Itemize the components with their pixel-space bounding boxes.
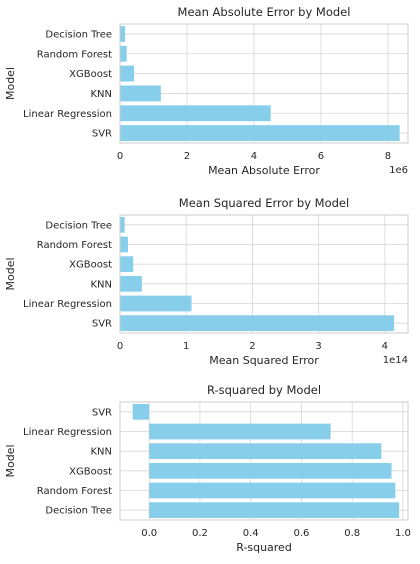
bar-decision-tree xyxy=(120,25,126,42)
bar-random-forest xyxy=(149,482,396,499)
x-tick-label: 8 xyxy=(385,151,391,162)
y-tick-label: SVR xyxy=(92,129,112,140)
bar-decision-tree xyxy=(149,502,400,519)
y-tick-label: XGBoost xyxy=(69,260,112,271)
x-tick-label: 0.8 xyxy=(344,528,360,539)
bar-knn xyxy=(120,275,142,292)
x-tick-label: 4 xyxy=(382,341,388,352)
y-tick-label: Random Forest xyxy=(37,49,112,60)
x-axis-label: Mean Squared Error xyxy=(209,354,319,367)
chart-panel-1: 0 2 4 6 8 SVR Linear Regression KNN XGBoost Rando… xyxy=(4,5,409,177)
x-axis-label: R-squared xyxy=(236,541,292,554)
chart-panel-2: 0 1 2 3 4 SVR Linear Regression KNN XGBoost Rando… xyxy=(4,196,409,367)
bar-knn xyxy=(149,443,382,460)
y-tick-label: KNN xyxy=(90,89,112,100)
x-tick-label: 0.6 xyxy=(293,528,309,539)
chart-panel-3: 0.0 0.2 0.4 0.6 0.8 1.0 Decision Tree Random Fo… xyxy=(4,383,411,554)
bar-random-forest xyxy=(120,236,128,253)
y-axis-label: Model xyxy=(4,444,17,477)
y-tick-label: XGBoost xyxy=(69,69,112,80)
bar-xgboost xyxy=(120,256,134,273)
x-tick-label: 2 xyxy=(249,341,255,352)
y-tick-label: Decision Tree xyxy=(45,29,112,40)
x-tick-label: 1 xyxy=(183,341,189,352)
bar-xgboost xyxy=(149,462,392,479)
y-tick-label: Linear Regression xyxy=(23,299,112,310)
bar-xgboost xyxy=(120,65,135,82)
y-tick-label: Linear Regression xyxy=(23,427,112,438)
chart-title: R-squared by Model xyxy=(207,383,321,397)
y-axis-label: Model xyxy=(4,67,17,100)
x-tick-label: 3 xyxy=(315,341,321,352)
bar-linear-regression xyxy=(120,105,271,122)
chart-title: Mean Absolute Error by Model xyxy=(178,5,351,19)
bar-random-forest xyxy=(120,45,127,62)
y-tick-label: SVR xyxy=(92,407,112,418)
x-tick-label: 4 xyxy=(251,151,257,162)
bar-svr xyxy=(132,403,150,420)
bar-knn xyxy=(120,85,161,102)
x-axis-offset-text: 1e6 xyxy=(389,165,408,176)
x-axis-offset-text: 1e14 xyxy=(383,355,408,366)
x-tick-label: 0.2 xyxy=(192,528,208,539)
plot-frame xyxy=(119,401,409,521)
bar-linear-regression xyxy=(149,423,331,440)
y-tick-label: Random Forest xyxy=(37,240,112,251)
x-tick-label: 0 xyxy=(117,151,123,162)
bar-decision-tree xyxy=(120,216,125,233)
x-tick-label: 0.0 xyxy=(141,528,157,539)
x-tick-label: 1.0 xyxy=(395,528,411,539)
y-tick-label: Linear Regression xyxy=(23,109,112,120)
chart-title: Mean Squared Error by Model xyxy=(179,196,349,210)
y-tick-label: XGBoost xyxy=(69,466,112,477)
y-tick-label: Decision Tree xyxy=(45,220,112,231)
y-tick-label: SVR xyxy=(92,319,112,330)
bar-svr xyxy=(120,125,400,142)
plot-frame xyxy=(119,23,409,144)
bar-svr xyxy=(120,315,395,332)
x-tick-label: 2 xyxy=(184,151,190,162)
x-tick-label: 0.4 xyxy=(243,528,259,539)
y-tick-label: Decision Tree xyxy=(45,506,112,517)
y-axis-label: Model xyxy=(4,257,17,290)
y-tick-label: KNN xyxy=(90,447,112,458)
y-tick-label: KNN xyxy=(90,279,112,290)
bar-linear-regression xyxy=(120,295,192,312)
x-tick-label: 0 xyxy=(117,341,123,352)
plot-frame xyxy=(119,214,409,334)
y-tick-label: Random Forest xyxy=(37,486,112,497)
x-tick-label: 6 xyxy=(318,151,324,162)
x-axis-label: Mean Absolute Error xyxy=(208,164,320,177)
